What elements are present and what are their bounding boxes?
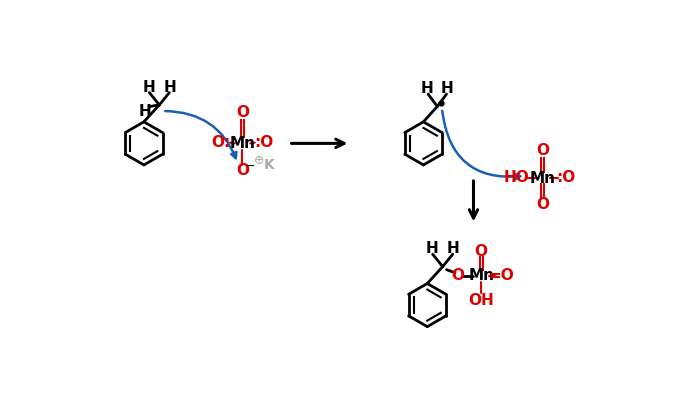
Text: H: H <box>142 80 155 95</box>
Text: H: H <box>447 241 460 256</box>
Text: =O: =O <box>489 267 514 283</box>
Text: O: O <box>452 268 464 283</box>
Text: Mn: Mn <box>530 171 556 185</box>
Text: :O: :O <box>557 170 575 185</box>
Text: Mn: Mn <box>230 136 255 151</box>
Text: H: H <box>421 81 434 96</box>
Text: O: O <box>536 197 549 212</box>
Text: H: H <box>441 81 454 96</box>
Text: −: − <box>245 160 255 173</box>
Text: H: H <box>425 241 439 256</box>
Text: H: H <box>138 103 151 119</box>
Text: O:: O: <box>211 135 230 150</box>
Text: H: H <box>164 80 176 95</box>
Text: O: O <box>536 143 549 158</box>
Text: OH: OH <box>468 293 494 308</box>
Text: O: O <box>236 163 249 178</box>
Text: HO: HO <box>504 170 530 185</box>
FancyArrowPatch shape <box>442 111 520 180</box>
Text: Mn: Mn <box>468 268 494 283</box>
Text: O: O <box>475 243 488 259</box>
Text: :O: :O <box>255 135 273 150</box>
FancyArrowPatch shape <box>165 111 237 158</box>
Text: ⊕: ⊕ <box>254 154 264 167</box>
Text: O: O <box>236 105 249 120</box>
Text: K: K <box>263 158 274 172</box>
